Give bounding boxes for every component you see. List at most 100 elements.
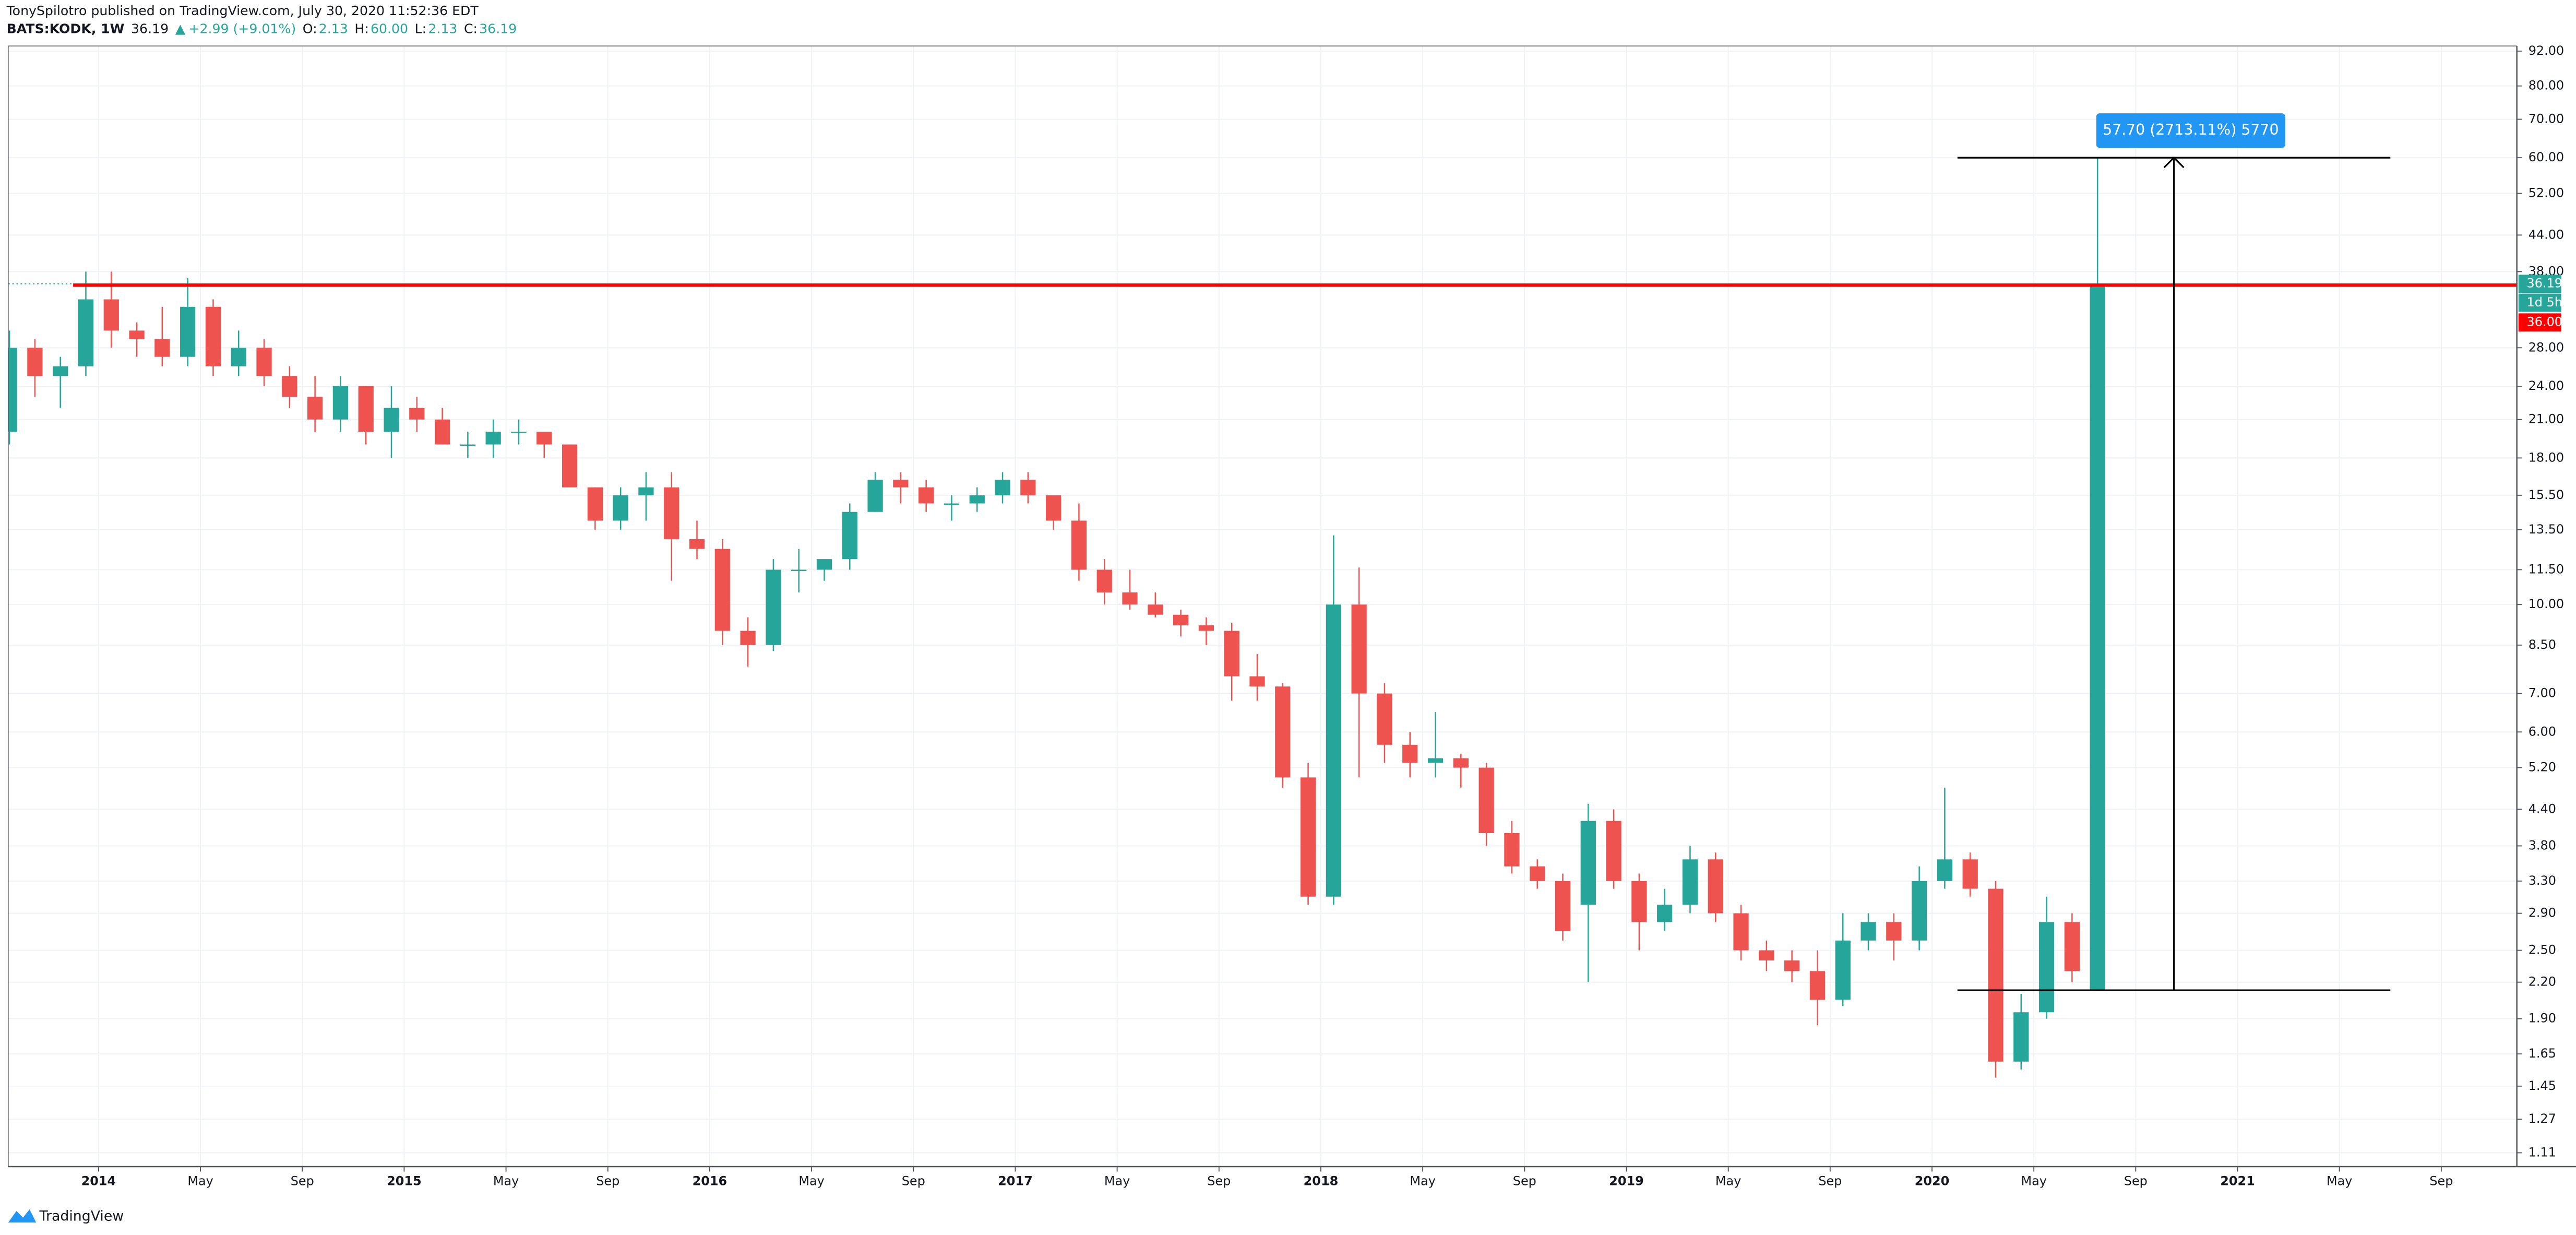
candle-body <box>27 348 43 376</box>
candle-body <box>154 339 170 357</box>
candle-body <box>1275 686 1291 778</box>
candle-body <box>2038 922 2055 1013</box>
symbol: BATS:KODK, 1W <box>7 21 125 37</box>
x-tick-label: 2016 <box>693 1173 728 1188</box>
y-tick-label: 21.00 <box>2529 412 2564 426</box>
candle-body <box>1249 676 1265 687</box>
candle-body <box>1631 881 1647 922</box>
x-tick-label: Sep <box>1818 1173 1842 1188</box>
candle-body <box>1530 866 1545 881</box>
candle-body <box>180 306 196 357</box>
x-tick-label: 2020 <box>1915 1173 1950 1188</box>
y-tick-label: 13.50 <box>2529 522 2564 537</box>
candle-body <box>256 348 272 376</box>
change: +2.99 (+9.01%) <box>188 21 296 37</box>
symbol-line: BATS:KODK, 1W 36.19 ▲ +2.99 (+9.01%) O: 2.13 H… <box>7 21 517 37</box>
candle-body <box>944 503 960 505</box>
x-tick-label: May <box>2327 1173 2352 1188</box>
candle-body <box>1148 604 1163 615</box>
candle-body <box>664 487 679 539</box>
candle-body <box>1173 614 1189 626</box>
x-tick-label: May <box>493 1173 519 1188</box>
candle-body <box>103 299 119 331</box>
candle-body <box>1911 881 1927 941</box>
y-tick-label: 52.00 <box>2529 186 2564 200</box>
candle-body <box>1071 520 1087 570</box>
candle-body <box>1580 821 1596 905</box>
y-tick-label: 92.00 <box>2529 43 2564 58</box>
y-tick-label: 1.45 <box>2529 1078 2556 1093</box>
candle-body <box>129 330 145 339</box>
candle-body <box>1708 859 1723 913</box>
candle-body <box>1606 821 1621 881</box>
plot-area <box>8 46 2517 1167</box>
candle-body <box>1555 881 1571 931</box>
y-tick-label: 10.00 <box>2529 597 2564 611</box>
legend-key: O: <box>303 21 317 37</box>
candle-body <box>919 487 934 504</box>
y-tick-label: 3.80 <box>2529 838 2556 853</box>
y-tick-label: 15.50 <box>2529 488 2564 502</box>
candle-body <box>434 419 450 445</box>
candle-body <box>1427 758 1444 763</box>
y-tick-label: 70.00 <box>2529 111 2564 126</box>
horizontal-line-box <box>2518 313 2561 331</box>
x-tick-label: Sep <box>2429 1173 2453 1188</box>
y-tick-label: 24.00 <box>2529 378 2564 393</box>
x-tick-label: 2015 <box>387 1173 422 1188</box>
candle-body <box>1937 859 1953 881</box>
x-tick-label: May <box>187 1173 213 1188</box>
last-price-label: 36.19 <box>2527 276 2562 291</box>
y-tick-label: 5.20 <box>2529 760 2556 775</box>
y-tick-label: 8.50 <box>2529 637 2556 652</box>
candle-body <box>562 444 578 488</box>
x-tick-label: 2021 <box>2220 1173 2255 1188</box>
candle-body <box>282 376 297 397</box>
candle-body <box>1045 495 1062 521</box>
y-tick-label: 4.40 <box>2529 801 2556 816</box>
change-arrow: ▲ <box>175 21 186 37</box>
logo-text: TradingView <box>39 1208 124 1225</box>
candle-body <box>307 397 323 420</box>
candle-body <box>1326 604 1341 897</box>
candle-body <box>1504 833 1520 866</box>
measure-arrowhead <box>2163 156 2185 169</box>
measure-label: 57.70 (2713.11%) 5770 <box>2103 121 2279 138</box>
horizontal-line-label: 36.00 <box>2527 315 2562 329</box>
y-tick-label: 1.27 <box>2529 1111 2556 1126</box>
x-tick-label: May <box>1410 1173 1435 1188</box>
candle-body <box>1478 767 1494 834</box>
legend-key: L: <box>415 21 427 37</box>
countdown-box <box>2518 293 2561 312</box>
y-tick-label: 28.00 <box>2529 340 2564 354</box>
candle-body <box>842 512 857 560</box>
candle-body <box>1988 888 2003 1062</box>
legend-value: 60.00 <box>371 21 408 37</box>
x-tick-label: Sep <box>596 1173 619 1188</box>
y-tick-label: 6.00 <box>2529 724 2556 739</box>
candle-body <box>511 432 527 433</box>
candle-body <box>358 386 374 432</box>
candle-body <box>332 386 349 420</box>
y-tick-label: 1.65 <box>2529 1046 2556 1061</box>
candle-body <box>78 299 94 366</box>
legend-value: 36.19 <box>479 21 517 37</box>
y-tick-label: 2.90 <box>2529 906 2556 920</box>
y-tick-label: 11.50 <box>2529 562 2564 576</box>
candle-body <box>536 432 552 445</box>
candle-body <box>816 559 832 570</box>
x-tick-label: May <box>1104 1173 1130 1188</box>
measure-label-box <box>2096 113 2285 148</box>
candle-body <box>714 549 730 631</box>
candle-body <box>460 444 476 446</box>
candle-body <box>2090 283 2105 991</box>
x-tick-label: Sep <box>902 1173 925 1188</box>
candle-body <box>1453 758 1469 768</box>
candle-body <box>384 408 399 432</box>
candle-body <box>1096 569 1112 592</box>
logo: TradingView <box>8 1208 124 1225</box>
candle-body <box>1224 631 1239 676</box>
candle-body <box>969 495 985 504</box>
x-tick-label: 2019 <box>1609 1173 1644 1188</box>
